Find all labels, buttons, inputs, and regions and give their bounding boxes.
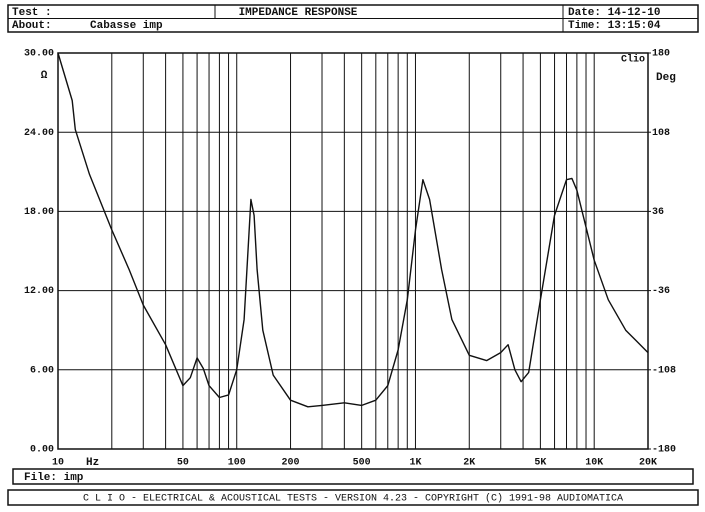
y-tick-label: 12.00 xyxy=(24,286,54,297)
y2-tick-label: -108 xyxy=(652,365,676,376)
y2-tick-label: -180 xyxy=(652,445,676,456)
y-tick-label: 30.00 xyxy=(24,49,54,60)
x-tick-label: 100 xyxy=(228,458,246,469)
x-tick-label: 2K xyxy=(463,458,475,469)
header-time: Time: 13:15:04 xyxy=(568,20,661,32)
x-tick-label: 50 xyxy=(177,458,189,469)
x-tick-label: 500 xyxy=(353,458,371,469)
chart-title: IMPEDANCE RESPONSE xyxy=(239,7,358,19)
x-tick-label: 10 xyxy=(52,458,64,469)
header-about-value: Cabasse imp xyxy=(90,20,163,32)
y-tick-label: 18.00 xyxy=(24,207,54,218)
footer-box xyxy=(7,489,699,506)
plot-frame xyxy=(57,52,649,450)
y-tick-label: 0.00 xyxy=(30,445,54,456)
header-test: Test : xyxy=(12,7,52,19)
y2-tick-label: 108 xyxy=(652,128,670,139)
y-tick-label: 24.00 xyxy=(24,128,54,139)
y-axis-label: Ω xyxy=(41,70,48,82)
file-box xyxy=(12,468,694,485)
header-about: About: xyxy=(12,20,52,32)
x-tick-label: 20K xyxy=(639,458,657,469)
header-date: Date: 14-12-10 xyxy=(568,7,660,19)
x-tick-label: 1K xyxy=(409,458,421,469)
y-tick-label: 6.00 xyxy=(30,365,54,376)
x-tick-label: 5K xyxy=(534,458,546,469)
y2-axis-label: Deg xyxy=(656,72,676,84)
footer: C L I O - ELECTRICAL & ACOUSTICAL TESTS … xyxy=(83,493,623,505)
x-tick-label: 10K xyxy=(585,458,603,469)
file-label: File: imp xyxy=(24,472,84,484)
y2-tick-label: 180 xyxy=(652,49,670,60)
y2-tick-label: -36 xyxy=(652,286,670,297)
x-tick-label: 200 xyxy=(282,458,300,469)
impedance-line xyxy=(57,52,649,408)
y2-tick-label: 36 xyxy=(652,207,664,218)
corner-label: Clio xyxy=(621,54,645,66)
x-unit: Hz xyxy=(86,457,99,469)
